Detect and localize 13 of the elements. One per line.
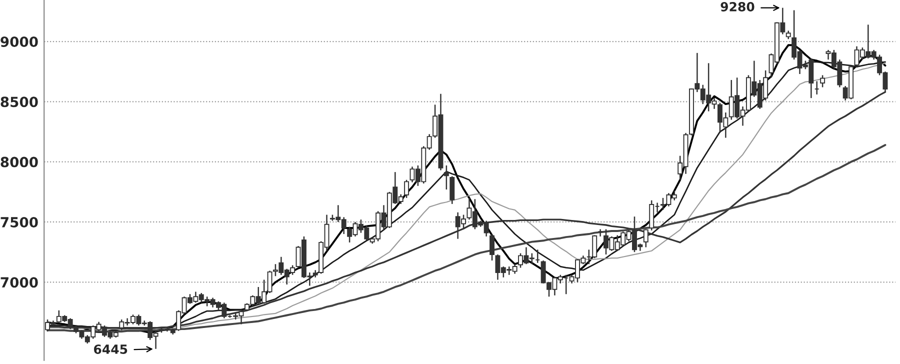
- annotation: 9280: [720, 2, 754, 12]
- y-tick-label: 7500: [0, 216, 38, 228]
- annotation: 6445: [94, 344, 128, 354]
- candlestick: [643, 228, 648, 248]
- candlestick: [490, 233, 495, 262]
- y-tick-label: 8500: [0, 96, 38, 108]
- candlestick: [820, 74, 826, 88]
- y-tick-label: 8000: [0, 156, 38, 168]
- y-tick-label: 9000: [0, 36, 38, 47]
- y-tick-label: 7000: [0, 277, 38, 288]
- candlestick: [404, 179, 410, 199]
- candlestick: [444, 164, 449, 190]
- candlestick: [450, 176, 455, 205]
